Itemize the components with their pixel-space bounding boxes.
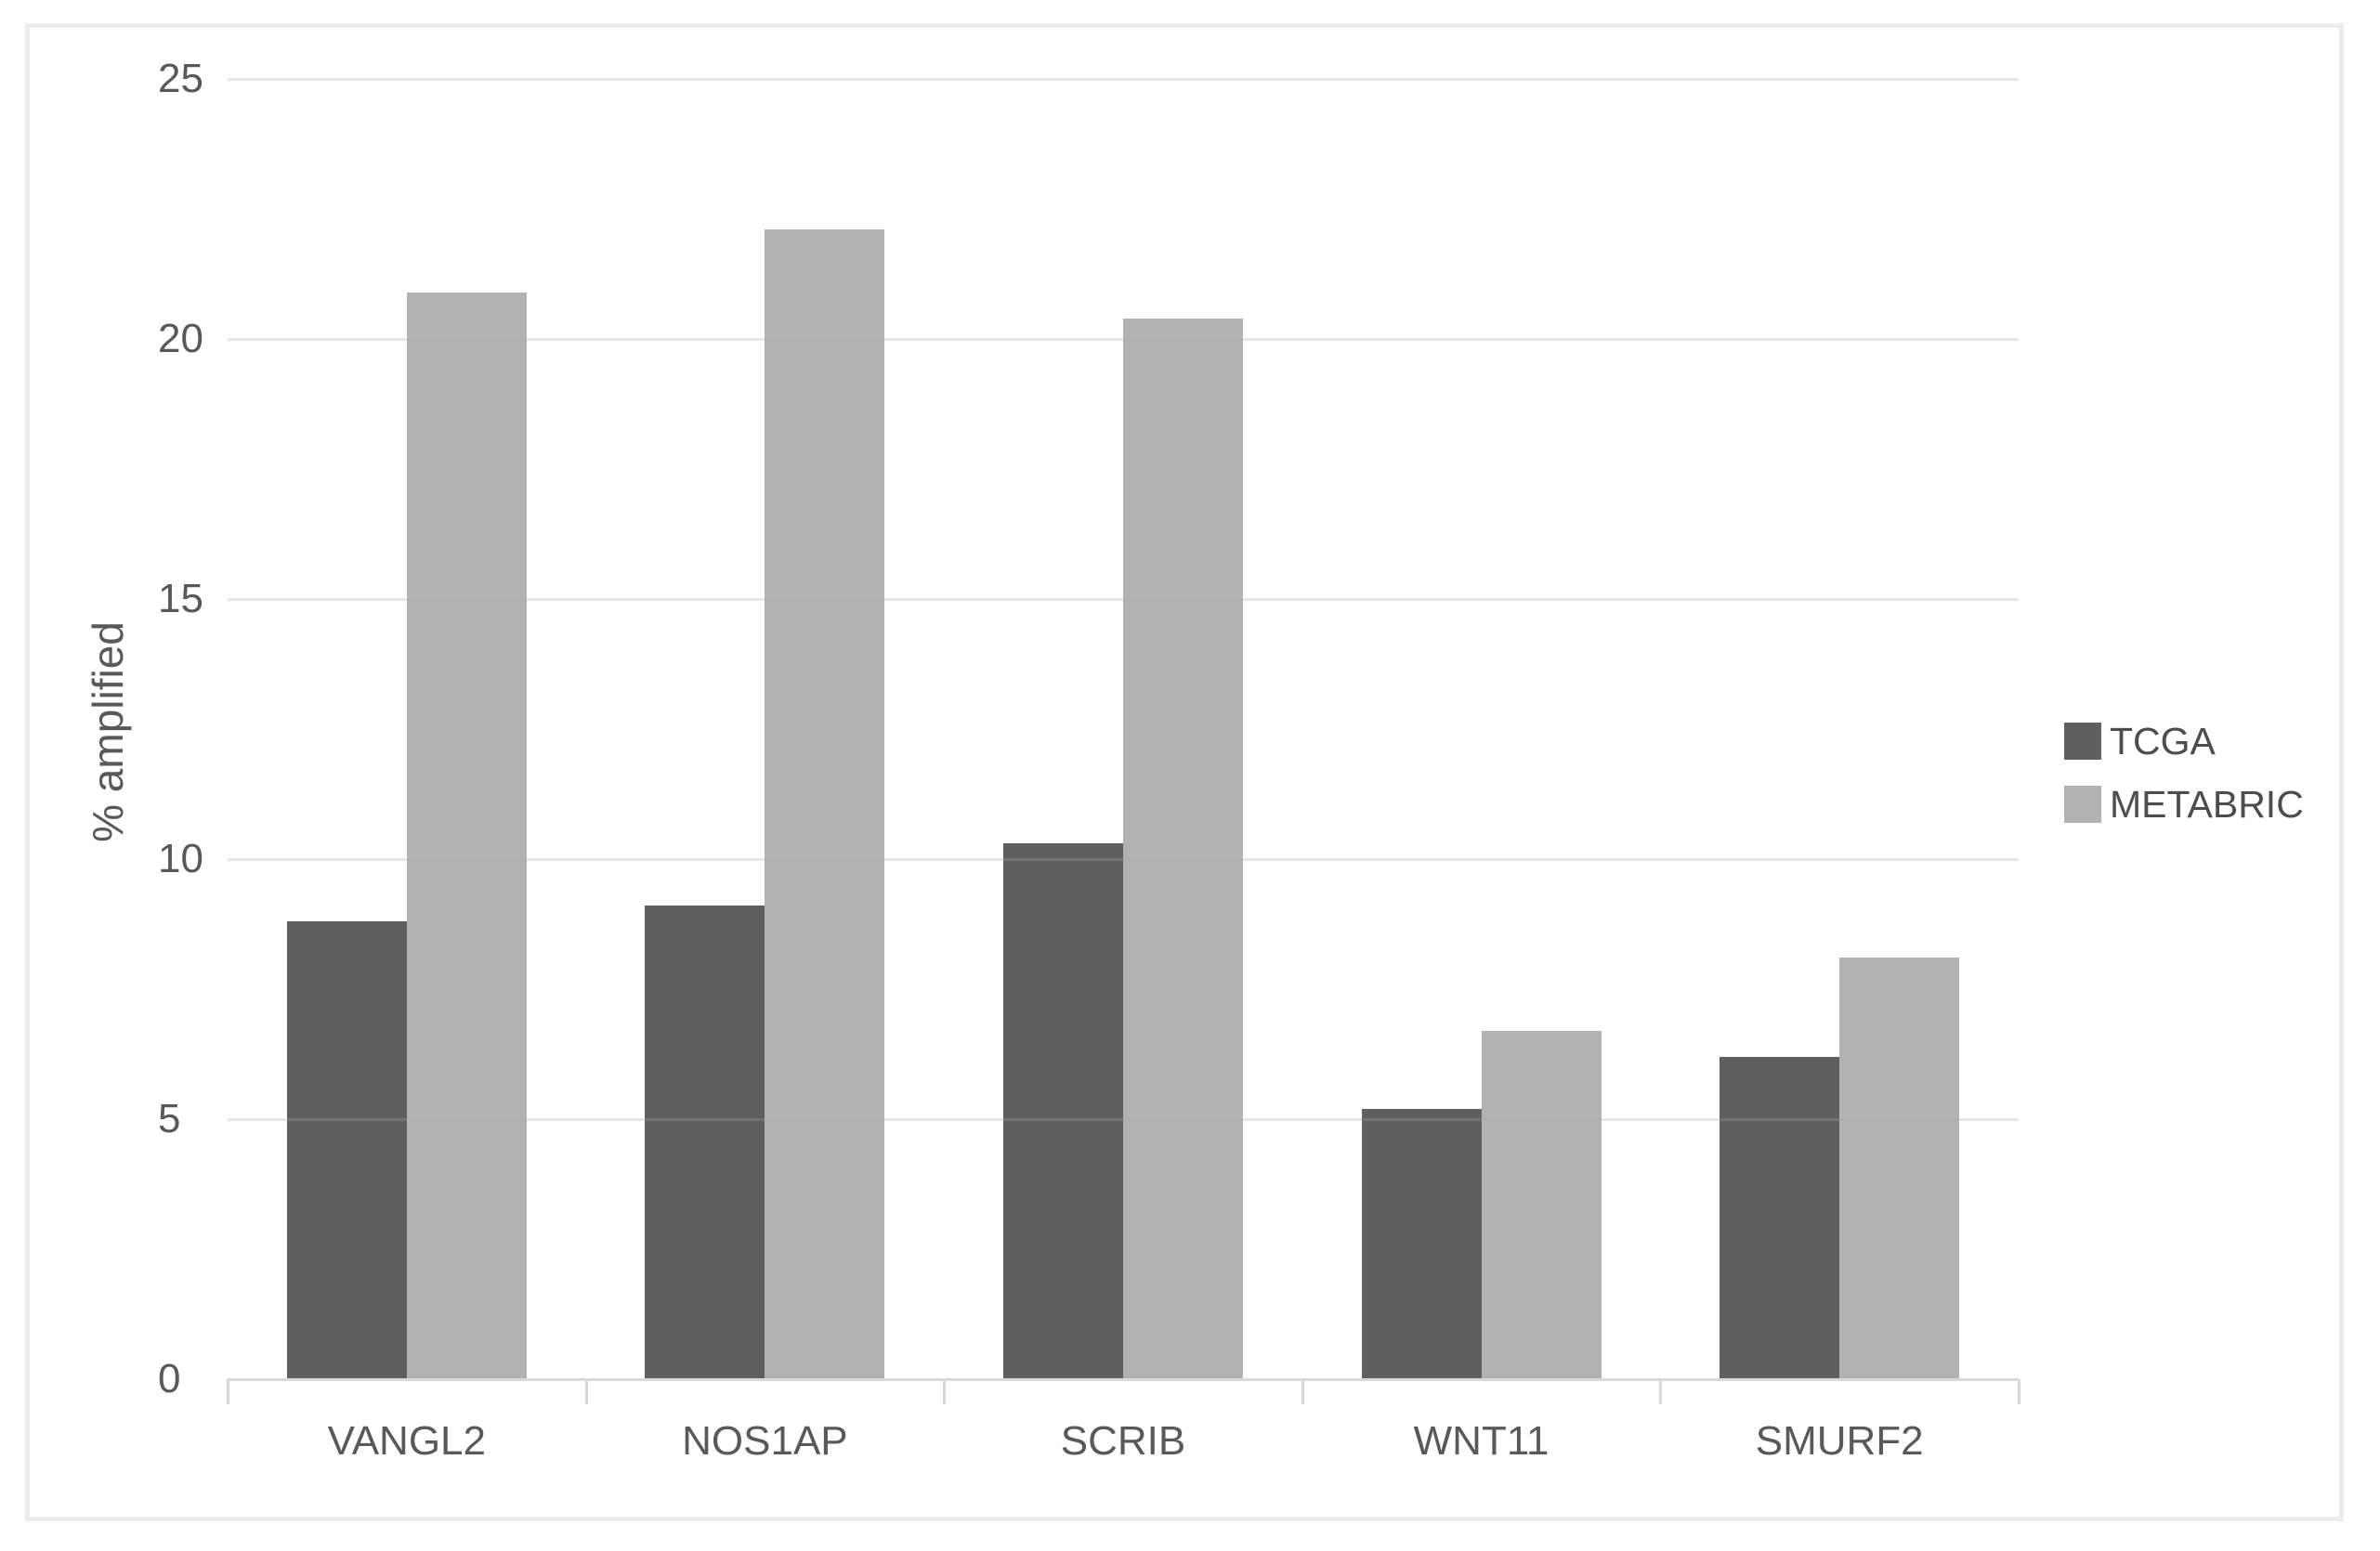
- chart-canvas: [25, 23, 2344, 1521]
